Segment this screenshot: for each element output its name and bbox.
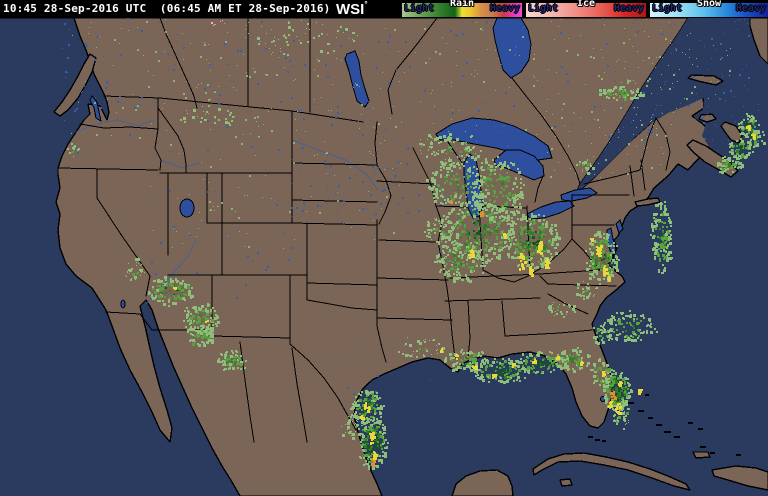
isle-of-youth — [559, 478, 573, 487]
north-america-radar-svg — [0, 18, 768, 496]
gulf-of-st-lawrence — [576, 18, 768, 194]
great-salt-lake — [179, 198, 195, 218]
degree-mark: ° — [364, 0, 368, 9]
lake-winnipeg — [344, 50, 370, 108]
legend-group-rain: Rain Light Heavy — [402, 0, 522, 18]
anticosti-island — [687, 74, 724, 86]
legend-group-snow: Snow Light Heavy — [650, 0, 768, 18]
legend-light-label: Light — [652, 3, 683, 14]
radar-map — [0, 18, 768, 496]
delaware-bay — [615, 219, 624, 234]
legend-gradient-rain — [402, 3, 522, 17]
prince-edward-island — [698, 113, 717, 123]
legend-gradient-ice — [526, 3, 646, 17]
terrain-speckle-layer — [62, 18, 759, 395]
lake-superior — [435, 117, 553, 161]
legend-heavy-label: Heavy — [489, 3, 520, 14]
newfoundland-corner — [749, 18, 768, 65]
hispaniola — [711, 465, 768, 491]
james-bay — [492, 18, 532, 79]
vancouver-island — [53, 53, 97, 117]
legend-label-snow: Snow — [696, 0, 722, 9]
timestamp-text: 10:45 28-Sep-2016 UTC (06:45 AM ET 28-Se… — [3, 2, 331, 15]
legend-heavy-label: Heavy — [735, 3, 766, 14]
legend-gradient-snow — [650, 3, 768, 17]
legend-group-ice: Ice Light Heavy — [526, 0, 646, 18]
salton-sea — [120, 299, 126, 309]
legend-label-rain: Rain — [449, 0, 475, 9]
top-status-bar: 10:45 28-Sep-2016 UTC (06:45 AM ET 28-Se… — [0, 0, 768, 18]
puget-sound — [89, 95, 102, 123]
yucatan-peninsula — [451, 469, 514, 496]
bahamas-and-keys — [588, 394, 741, 456]
precipitation-echo-layer — [67, 20, 766, 470]
islands — [53, 18, 768, 496]
jamaica — [692, 451, 711, 459]
cuba — [532, 452, 691, 491]
legend-light-label: Light — [528, 3, 559, 14]
legend-heavy-label: Heavy — [613, 3, 644, 14]
wsi-logo: WSI° — [336, 0, 368, 18]
cape-breton — [720, 121, 743, 144]
legend-light-label: Light — [404, 3, 435, 14]
legend-label-ice: Ice — [576, 0, 596, 9]
